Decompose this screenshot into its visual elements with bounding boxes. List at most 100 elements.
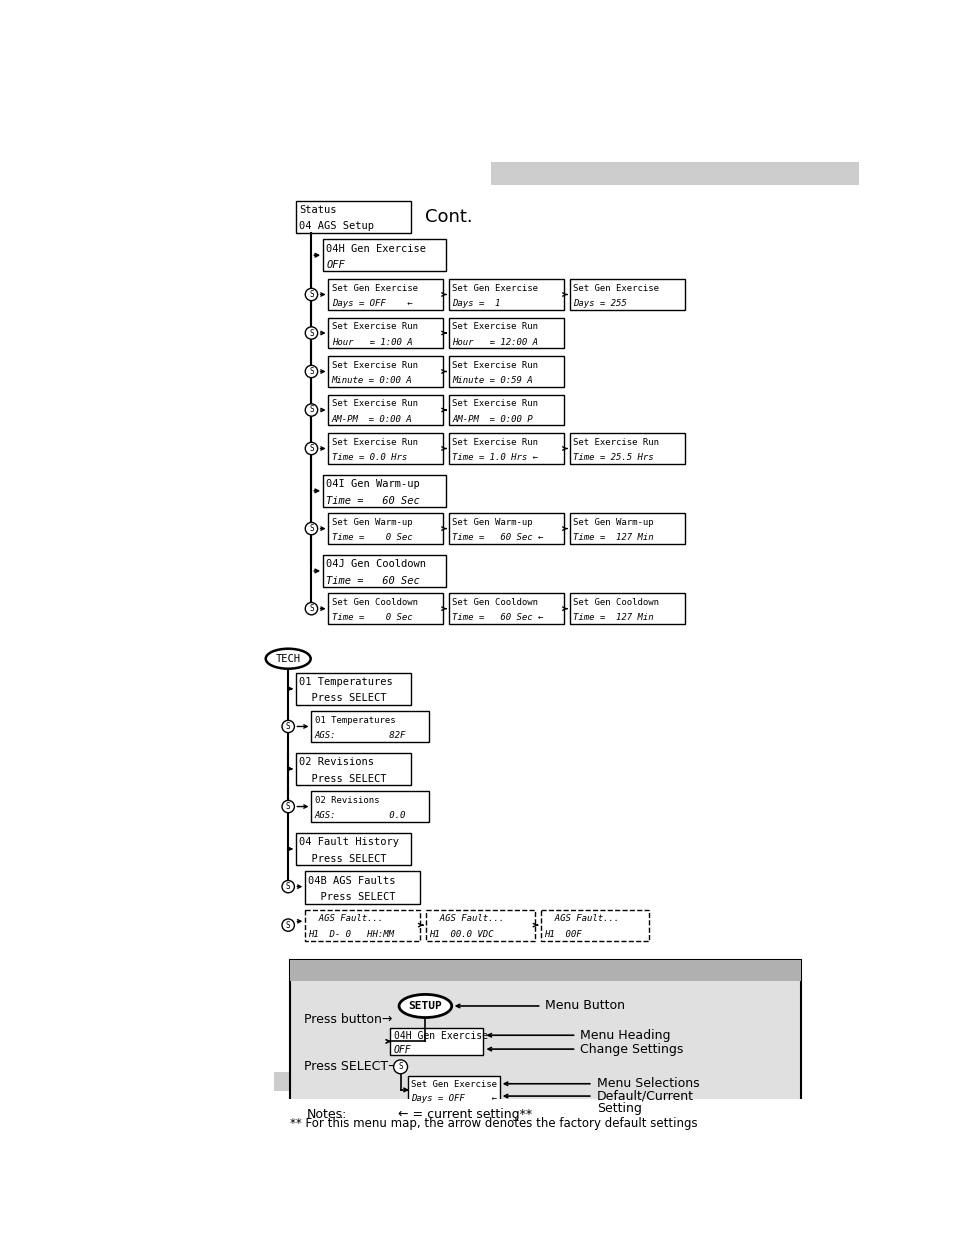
Text: Time =   60 Sec ←: Time = 60 Sec ←: [452, 534, 543, 542]
Text: S: S: [309, 367, 314, 375]
Text: Setting: Setting: [596, 1102, 640, 1115]
Text: Set Gen Cooldown: Set Gen Cooldown: [332, 598, 417, 606]
Text: S: S: [286, 920, 291, 930]
Text: Set Exercise Run: Set Exercise Run: [332, 399, 417, 409]
FancyBboxPatch shape: [311, 711, 429, 742]
Text: ← = current setting**: ← = current setting**: [397, 1108, 532, 1121]
Text: AM-PM  = 0:00 P: AM-PM = 0:00 P: [452, 415, 533, 424]
FancyBboxPatch shape: [328, 514, 443, 543]
Text: Set Gen Cooldown: Set Gen Cooldown: [452, 598, 537, 606]
Text: AGS:          0.0: AGS: 0.0: [314, 811, 405, 820]
Text: Press SELECT: Press SELECT: [298, 693, 386, 704]
FancyBboxPatch shape: [305, 871, 419, 904]
Text: H1  00F: H1 00F: [543, 930, 581, 939]
Ellipse shape: [398, 994, 452, 1018]
FancyBboxPatch shape: [570, 593, 684, 624]
Text: AM-PM  = 0:00 A: AM-PM = 0:00 A: [332, 415, 412, 424]
FancyBboxPatch shape: [328, 433, 443, 464]
Text: AGS:          82F: AGS: 82F: [314, 731, 405, 740]
Text: 01 Temperatures: 01 Temperatures: [314, 716, 395, 725]
Ellipse shape: [266, 648, 311, 668]
FancyBboxPatch shape: [449, 356, 563, 387]
Text: Status: Status: [298, 205, 336, 215]
Circle shape: [305, 603, 317, 615]
Text: 04 Fault History: 04 Fault History: [298, 837, 398, 847]
Text: Press SELECT: Press SELECT: [298, 853, 386, 863]
Text: S: S: [286, 882, 291, 892]
Circle shape: [305, 288, 317, 300]
Text: Set Gen Cooldown: Set Gen Cooldown: [573, 598, 659, 606]
Circle shape: [305, 327, 317, 340]
Text: Set Exercise Run: Set Exercise Run: [332, 361, 417, 369]
Text: S: S: [309, 445, 314, 453]
Circle shape: [282, 881, 294, 893]
Text: Set Gen Warm-up: Set Gen Warm-up: [452, 517, 533, 527]
Circle shape: [305, 366, 317, 378]
FancyBboxPatch shape: [328, 395, 443, 425]
Text: 01 Temperatures: 01 Temperatures: [298, 677, 393, 687]
Text: H1  D- 0   HH:MM: H1 D- 0 HH:MM: [308, 930, 394, 939]
Text: 04J Gen Cooldown: 04J Gen Cooldown: [326, 559, 426, 569]
Text: Time =   60 Sec: Time = 60 Sec: [326, 576, 419, 585]
Circle shape: [305, 442, 317, 454]
Text: 04B AGS Faults: 04B AGS Faults: [308, 876, 395, 885]
Text: S: S: [309, 405, 314, 415]
Circle shape: [282, 919, 294, 931]
FancyBboxPatch shape: [328, 356, 443, 387]
Text: Menu Heading: Menu Heading: [579, 1029, 670, 1042]
FancyBboxPatch shape: [540, 910, 649, 941]
Text: Time =   60 Sec ←: Time = 60 Sec ←: [452, 614, 543, 622]
Text: 04H Gen Exercise: 04H Gen Exercise: [326, 243, 426, 253]
Text: Time =   60 Sec: Time = 60 Sec: [326, 495, 419, 505]
Text: H1  00.0 VDC: H1 00.0 VDC: [429, 930, 494, 939]
Text: Press SELECT: Press SELECT: [298, 773, 386, 783]
Text: Press SELECT→: Press SELECT→: [303, 1061, 398, 1073]
Text: OFF: OFF: [394, 1045, 411, 1055]
Text: Set Exercise Run: Set Exercise Run: [332, 438, 417, 447]
Text: S: S: [397, 1062, 402, 1071]
FancyBboxPatch shape: [449, 433, 563, 464]
Text: Set Exercise Run: Set Exercise Run: [452, 438, 537, 447]
Text: Time =  127 Min: Time = 127 Min: [573, 614, 654, 622]
Text: S: S: [309, 524, 314, 534]
FancyBboxPatch shape: [426, 910, 534, 941]
Text: Change Settings: Change Settings: [579, 1042, 683, 1056]
FancyBboxPatch shape: [449, 279, 563, 310]
Text: Set Exercise Run: Set Exercise Run: [452, 361, 537, 369]
Text: Minute = 0:00 A: Minute = 0:00 A: [332, 377, 412, 385]
FancyBboxPatch shape: [295, 752, 410, 785]
Text: 04I Gen Warm-up: 04I Gen Warm-up: [326, 479, 419, 489]
Text: Set Gen Exercise: Set Gen Exercise: [332, 284, 417, 293]
Circle shape: [305, 522, 317, 535]
FancyBboxPatch shape: [328, 593, 443, 624]
Text: 04H Gen Exercise: 04H Gen Exercise: [394, 1031, 487, 1041]
Text: Time = 1.0 Hrs ←: Time = 1.0 Hrs ←: [452, 453, 537, 462]
Text: S: S: [309, 329, 314, 337]
FancyBboxPatch shape: [290, 960, 801, 1110]
Text: Set Gen Exercise: Set Gen Exercise: [411, 1079, 497, 1089]
Text: S: S: [309, 290, 314, 299]
FancyBboxPatch shape: [323, 240, 445, 272]
Text: Days = OFF    ←: Days = OFF ←: [332, 299, 412, 309]
FancyBboxPatch shape: [305, 910, 419, 941]
Text: Hour   = 12:00 A: Hour = 12:00 A: [452, 337, 537, 347]
Text: 02 Revisions: 02 Revisions: [314, 795, 378, 805]
Text: Set Gen Warm-up: Set Gen Warm-up: [332, 517, 412, 527]
FancyBboxPatch shape: [449, 317, 563, 348]
FancyBboxPatch shape: [449, 395, 563, 425]
Text: Press button→: Press button→: [303, 1014, 392, 1026]
Text: 04 AGS Setup: 04 AGS Setup: [298, 221, 374, 231]
Text: S: S: [309, 604, 314, 613]
Text: Default/Current: Default/Current: [596, 1089, 693, 1103]
Text: Press SELECT: Press SELECT: [308, 892, 395, 902]
Text: Set Gen Exercise: Set Gen Exercise: [573, 284, 659, 293]
Text: AGS Fault...: AGS Fault...: [429, 914, 504, 924]
FancyBboxPatch shape: [311, 792, 429, 823]
Text: S: S: [286, 802, 291, 811]
Text: Set Exercise Run: Set Exercise Run: [452, 322, 537, 331]
FancyBboxPatch shape: [491, 162, 858, 185]
FancyBboxPatch shape: [570, 279, 684, 310]
Text: Days = 255: Days = 255: [573, 299, 626, 309]
FancyBboxPatch shape: [295, 832, 410, 864]
Text: SETUP: SETUP: [408, 1002, 442, 1011]
